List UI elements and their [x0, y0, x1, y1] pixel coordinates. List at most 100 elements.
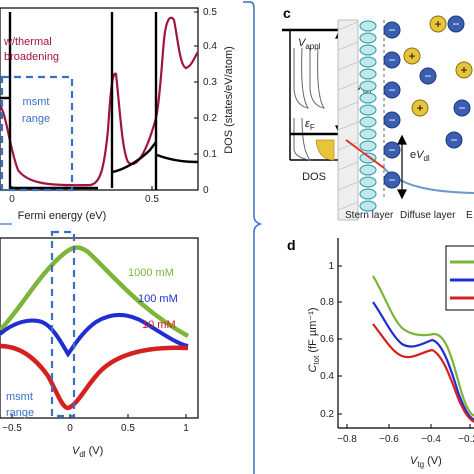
panel-b-xtick: 1 [183, 423, 189, 434]
cation-icon: + [455, 61, 473, 79]
svg-text:−: − [452, 17, 459, 31]
curve-d-red [372, 323, 474, 423]
anion-icon: − [453, 99, 471, 117]
svg-text:+: + [434, 17, 441, 31]
legend-100mM: 100 mM [138, 293, 178, 305]
svg-text:−: − [388, 53, 395, 67]
e-v-dl-label: eVdl [410, 149, 430, 163]
panel-d-legend [445, 245, 474, 311]
panel-b-xtick: −0.5 [2, 423, 22, 434]
legend-1000mM: 1000 mM [128, 267, 174, 279]
cation-icon: + [411, 99, 429, 117]
legend-10mM: 10 mM [142, 319, 176, 331]
panel-c-label: c [283, 5, 291, 21]
potential-curve [345, 139, 385, 169]
panel-b-msmt-label-line1: msmt [6, 391, 33, 403]
panel-d-xtick: −0.6 [379, 434, 399, 445]
svg-text:−: − [424, 69, 431, 83]
panel-d-ytick: 1 [328, 261, 334, 272]
msmt-range-box [0, 75, 74, 192]
panel-d-ytick: 0.2 [320, 409, 334, 420]
thermal-label-line1: w/thermal [3, 36, 52, 48]
panel-d-ylabel: Ctot (fF µm⁻¹) [307, 307, 321, 372]
curve-d-blue [372, 301, 474, 421]
curve-10mM [0, 343, 189, 411]
electrode-plate [337, 19, 359, 221]
svg-text:−: − [388, 23, 395, 37]
panel-a-ytick: 0.1 [203, 149, 217, 160]
panel-b: −0.5 0 0.5 1 Vdl (V) msmt range 1000 mM … [0, 230, 199, 459]
panel-c: c DOS Vappl εF eΔVch [282, 5, 474, 221]
curve-d-green [372, 275, 474, 417]
stern-layer-molecules [359, 20, 377, 212]
panel-a-ytick: 0.3 [203, 77, 217, 88]
svg-text:−: − [450, 133, 457, 147]
panel-d-xtick: −0.2 [458, 434, 474, 445]
bracket-connector [243, 1, 263, 474]
panel-b-xlabel: Vdl (V) [72, 445, 103, 459]
thermal-label-line2: broadening [4, 51, 59, 63]
dos-thermal-curve [0, 16, 199, 187]
svg-text:−: − [388, 83, 395, 97]
svg-text:−: − [388, 113, 395, 127]
panel-b-bottom-ticks [11, 414, 187, 418]
e-v-dl-arrow [397, 134, 407, 200]
panel-d-label: d [287, 237, 296, 253]
panel-a-frame [0, 7, 199, 191]
panel-b-xtick: 0 [67, 423, 73, 434]
panel-b-frame [0, 237, 199, 419]
anion-icon: − [419, 67, 437, 85]
panel-b-msmt-box [50, 230, 76, 418]
panel-a-xtick: 0 [9, 194, 15, 205]
panel-a-xlabel: Fermi energy (eV) [18, 210, 107, 222]
anion-icon: − [383, 141, 401, 159]
anion-icon: − [383, 171, 401, 189]
panel-a-ylabel: DOS (states/eV/atom) [223, 46, 235, 154]
panel-a-ytick: 0.4 [203, 41, 217, 52]
dos-label: DOS [302, 171, 326, 183]
panel-b-msmt-label-line2: range [6, 407, 34, 419]
panel-a-right-axis [194, 11, 198, 191]
stern-layer-label: Stern layer [345, 210, 394, 221]
eps-f-label: εF [305, 118, 315, 132]
dos-schematic: DOS [282, 28, 338, 183]
panel-d: d 0.2 0.4 0.6 0.8 1 −0.8 −0.6 −0.4 −0.2 … [287, 237, 474, 469]
svg-text:+: + [416, 101, 423, 115]
svg-text:+: + [408, 49, 415, 63]
panel-d-yticks [338, 265, 342, 415]
anion-icon: − [383, 21, 401, 39]
curve-1000mM [0, 245, 190, 338]
curve-100mM [0, 313, 189, 358]
panel-d-xlabel: Vtg (V) [410, 455, 442, 469]
cation-icon: + [403, 47, 421, 65]
anion-icon: − [447, 15, 465, 33]
cation-icon: + [429, 15, 447, 33]
panel-a-ytick: 0.2 [203, 113, 217, 124]
dos-black-curve [0, 12, 199, 190]
v-appl-label: Vappl [298, 37, 321, 51]
panel-a-ytick: 0.5 [203, 7, 217, 18]
panel-b-xtick: 0.5 [121, 423, 135, 434]
svg-text:−: − [388, 173, 395, 187]
panel-d-ytick: 0.6 [320, 334, 334, 345]
svg-text:−: − [388, 143, 395, 157]
msmt-range-label-line1: msmt [23, 96, 50, 108]
panel-a-xtick: 0.5 [145, 194, 159, 205]
panel-a: 0 0.1 0.2 0.3 0.4 0.5 DOS (states/eV/ato… [0, 7, 235, 222]
panel-d-xtick: −0.8 [337, 434, 357, 445]
anion-icon: − [383, 111, 401, 129]
svg-text:+: + [460, 63, 467, 77]
diffuse-layer-label: Diffuse layer [400, 210, 456, 221]
panel-d-ytick: 0.8 [320, 297, 334, 308]
positive-ions: + + + + [403, 15, 473, 117]
anion-icon: − [383, 81, 401, 99]
negative-ions: − − − − − − − − − − [383, 15, 471, 189]
anion-icon: − [445, 131, 463, 149]
panel-d-xtick: −0.4 [421, 434, 441, 445]
anion-icon: − [383, 51, 401, 69]
svg-text:−: − [458, 101, 465, 115]
panel-a-ytick: 0 [203, 185, 209, 196]
panel-d-ytick: 0.4 [320, 371, 334, 382]
panel-d-xticks [346, 424, 471, 428]
